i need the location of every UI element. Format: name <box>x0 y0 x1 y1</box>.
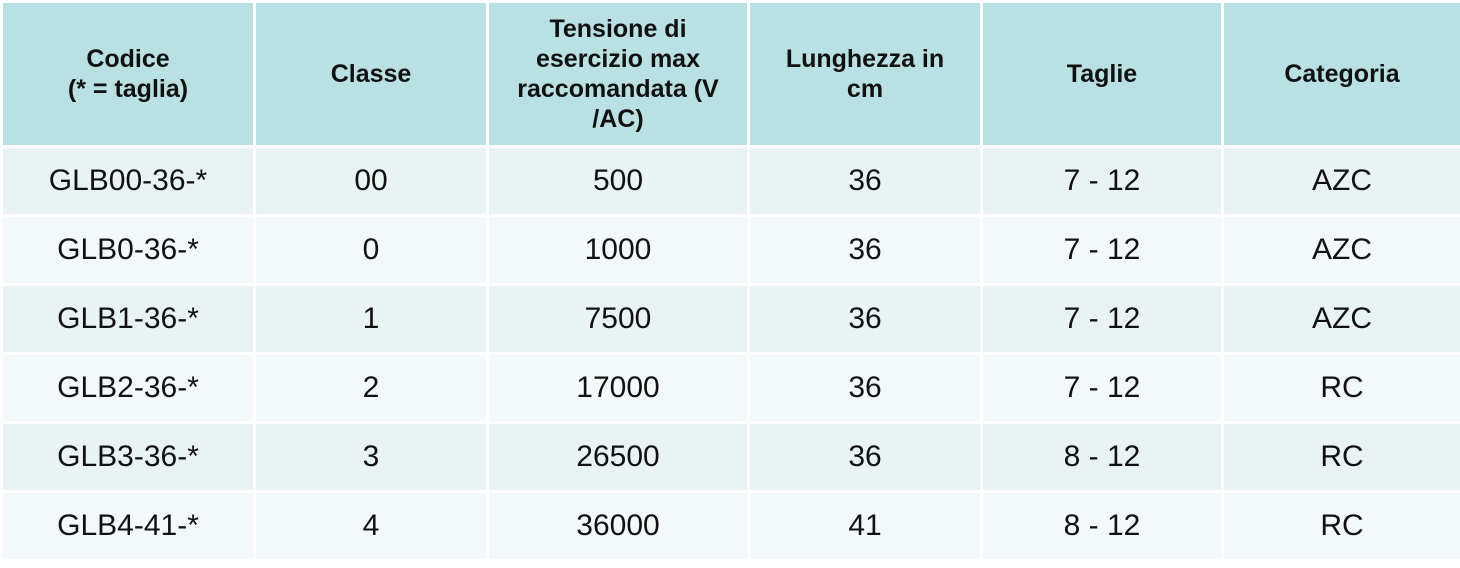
cell-lunghezza: 36 <box>750 424 980 490</box>
cell-categoria: RC <box>1224 493 1460 559</box>
cell-classe: 0 <box>256 217 486 283</box>
cell-classe: 00 <box>256 148 486 214</box>
cell-tensione: 17000 <box>489 355 747 421</box>
cell-lunghezza: 36 <box>750 355 980 421</box>
cell-classe: 1 <box>256 286 486 352</box>
header-codice-line1: Codice <box>86 45 170 73</box>
cell-codice: GLB2-36-* <box>3 355 253 421</box>
cell-taglie: 7 - 12 <box>983 355 1221 421</box>
cell-categoria: AZC <box>1224 217 1460 283</box>
table-row: GLB1-36-* 1 7500 36 7 - 12 AZC <box>3 286 1460 352</box>
table-row: GLB0-36-* 0 1000 36 7 - 12 AZC <box>3 217 1460 283</box>
header-categoria: Categoria <box>1224 3 1460 145</box>
cell-lunghezza: 36 <box>750 148 980 214</box>
cell-lunghezza: 41 <box>750 493 980 559</box>
table-row: GLB00-36-* 00 500 36 7 - 12 AZC <box>3 148 1460 214</box>
header-taglie-line1: Taglie <box>1066 60 1138 88</box>
cell-taglie: 8 - 12 <box>983 424 1221 490</box>
cell-tensione: 7500 <box>489 286 747 352</box>
cell-codice: GLB4-41-* <box>3 493 253 559</box>
cell-codice: GLB3-36-* <box>3 424 253 490</box>
cell-codice: GLB00-36-* <box>3 148 253 214</box>
cell-lunghezza: 36 <box>750 286 980 352</box>
header-tensione-line3: raccomandata (V <box>517 75 719 103</box>
cell-codice: GLB0-36-* <box>3 217 253 283</box>
cell-taglie: 7 - 12 <box>983 148 1221 214</box>
table-row: GLB3-36-* 3 26500 36 8 - 12 RC <box>3 424 1460 490</box>
table-row: GLB2-36-* 2 17000 36 7 - 12 RC <box>3 355 1460 421</box>
header-row: Codice (* = taglia) Classe Tensione di e… <box>3 3 1460 145</box>
cell-tensione: 500 <box>489 148 747 214</box>
cell-categoria: AZC <box>1224 148 1460 214</box>
header-lunghezza: Lunghezza in cm <box>750 3 980 145</box>
header-lunghezza-line2: cm <box>846 75 884 103</box>
header-lunghezza-line1: Lunghezza in <box>785 45 945 73</box>
cell-lunghezza: 36 <box>750 217 980 283</box>
header-codice: Codice (* = taglia) <box>3 3 253 145</box>
header-taglie: Taglie <box>983 3 1221 145</box>
header-classe-line1: Classe <box>330 60 412 88</box>
cell-codice: GLB1-36-* <box>3 286 253 352</box>
cell-classe: 3 <box>256 424 486 490</box>
table-row: GLB4-41-* 4 36000 41 8 - 12 RC <box>3 493 1460 559</box>
cell-categoria: RC <box>1224 355 1460 421</box>
cell-tensione: 36000 <box>489 493 747 559</box>
header-categoria-line1: Categoria <box>1284 60 1400 88</box>
cell-tensione: 26500 <box>489 424 747 490</box>
header-classe: Classe <box>256 3 486 145</box>
header-codice-line2: (* = taglia) <box>67 75 189 103</box>
header-tensione-line1: Tensione di <box>549 15 687 43</box>
header-tensione-line2: esercizio max <box>536 45 700 73</box>
cell-taglie: 8 - 12 <box>983 493 1221 559</box>
cell-categoria: AZC <box>1224 286 1460 352</box>
cell-tensione: 1000 <box>489 217 747 283</box>
cell-taglie: 7 - 12 <box>983 286 1221 352</box>
cell-classe: 4 <box>256 493 486 559</box>
header-tensione-line4: /AC) <box>592 105 644 133</box>
header-tensione: Tensione di esercizio max raccomandata (… <box>489 3 747 145</box>
cell-classe: 2 <box>256 355 486 421</box>
cell-taglie: 7 - 12 <box>983 217 1221 283</box>
cell-categoria: RC <box>1224 424 1460 490</box>
